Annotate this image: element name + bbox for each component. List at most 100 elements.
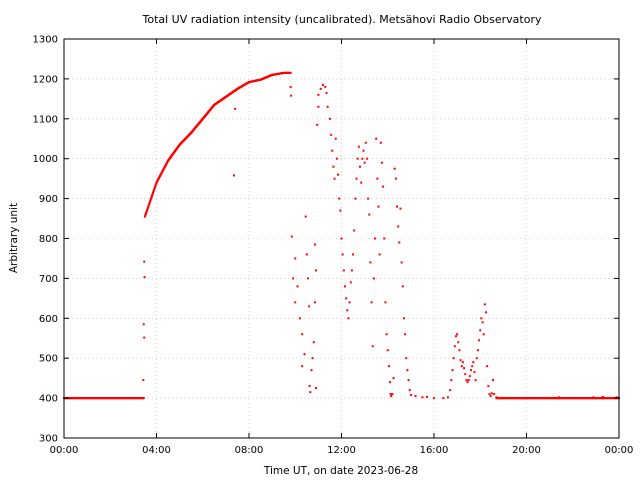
data-point bbox=[378, 253, 381, 256]
y-tick-label: 900 bbox=[39, 194, 58, 205]
data-point bbox=[367, 197, 370, 200]
data-point bbox=[365, 157, 368, 160]
data-point bbox=[392, 377, 395, 380]
data-point bbox=[615, 396, 618, 399]
data-point bbox=[486, 365, 489, 368]
data-point bbox=[382, 185, 385, 188]
y-tick-label: 400 bbox=[39, 394, 58, 405]
data-point bbox=[426, 395, 429, 398]
data-point bbox=[465, 379, 468, 382]
data-point bbox=[601, 395, 604, 398]
data-point bbox=[328, 117, 331, 120]
data-point bbox=[391, 393, 394, 396]
data-point bbox=[142, 379, 145, 382]
data-point bbox=[343, 285, 346, 288]
data-point bbox=[361, 157, 364, 160]
data-point bbox=[316, 123, 319, 126]
axis-ticks: 300 400 500 600 700 800 900 1000 1100 1200 1300 00:… bbox=[33, 35, 634, 457]
y-tick-label: 1200 bbox=[33, 74, 58, 85]
data-point bbox=[454, 335, 457, 338]
data-point bbox=[414, 395, 417, 398]
data-point bbox=[290, 94, 293, 97]
data-point bbox=[450, 379, 453, 382]
data-point bbox=[474, 379, 477, 382]
data-point bbox=[341, 253, 344, 256]
data-point bbox=[146, 207, 149, 210]
data-point bbox=[407, 379, 410, 382]
data-point bbox=[491, 379, 494, 382]
data-point bbox=[406, 369, 409, 372]
data-point bbox=[354, 197, 357, 200]
data-point bbox=[319, 87, 322, 90]
data-point bbox=[466, 381, 469, 384]
data-point bbox=[154, 183, 157, 186]
data-point bbox=[301, 333, 304, 336]
data-point bbox=[421, 396, 424, 399]
data-point bbox=[155, 182, 158, 185]
data-point bbox=[340, 237, 343, 240]
data-point bbox=[301, 365, 304, 368]
data-point bbox=[370, 301, 373, 304]
data-point bbox=[291, 277, 294, 280]
data-point bbox=[304, 215, 307, 218]
data-point bbox=[385, 333, 388, 336]
data-point bbox=[289, 85, 292, 88]
data-point bbox=[401, 285, 404, 288]
data-point bbox=[152, 191, 155, 194]
data-point bbox=[459, 359, 462, 362]
data-point bbox=[389, 381, 392, 384]
data-point bbox=[146, 208, 149, 211]
data-point bbox=[322, 83, 324, 86]
y-tick-label: 1300 bbox=[33, 35, 58, 46]
data-point bbox=[332, 165, 335, 168]
data-point bbox=[394, 177, 397, 180]
data-point bbox=[467, 379, 470, 382]
data-point bbox=[460, 365, 463, 368]
data-point bbox=[458, 349, 461, 352]
data-point bbox=[452, 357, 455, 360]
x-tick-label: 08:00 bbox=[235, 445, 264, 456]
data-point bbox=[461, 361, 464, 364]
data-point bbox=[451, 369, 454, 372]
data-point bbox=[355, 177, 358, 180]
data-point bbox=[409, 393, 412, 396]
data-point bbox=[147, 204, 150, 207]
data-point bbox=[390, 395, 393, 398]
data-point bbox=[442, 397, 445, 400]
data-point bbox=[150, 196, 153, 199]
data-point bbox=[356, 157, 359, 160]
data-point bbox=[346, 309, 349, 312]
data-point bbox=[311, 357, 314, 360]
data-point bbox=[475, 357, 478, 360]
data-point bbox=[471, 365, 474, 368]
data-point bbox=[147, 206, 150, 209]
grid-lines bbox=[64, 39, 619, 438]
data-point bbox=[470, 369, 472, 372]
data-point bbox=[481, 321, 484, 324]
data-point bbox=[456, 333, 459, 336]
data-point bbox=[150, 195, 153, 198]
data-point bbox=[142, 323, 145, 326]
data-point bbox=[153, 187, 156, 190]
data-point bbox=[380, 161, 383, 164]
data-point bbox=[143, 215, 146, 218]
data-point bbox=[372, 277, 375, 280]
data-point bbox=[345, 297, 348, 300]
data-point bbox=[309, 391, 312, 394]
x-tick-label: 20:00 bbox=[512, 445, 541, 456]
data-point bbox=[289, 71, 292, 74]
data-point bbox=[148, 203, 151, 206]
data-point bbox=[357, 145, 360, 148]
data-point bbox=[374, 237, 377, 240]
data-point bbox=[143, 260, 146, 263]
data-point bbox=[352, 253, 355, 256]
data-point bbox=[324, 85, 327, 88]
data-point bbox=[313, 301, 316, 304]
data-point bbox=[348, 301, 351, 304]
data-point bbox=[317, 93, 320, 96]
data-point bbox=[353, 229, 356, 232]
data-point bbox=[480, 317, 483, 320]
data-point bbox=[397, 225, 400, 228]
data-point bbox=[468, 375, 471, 378]
data-point bbox=[453, 345, 456, 348]
